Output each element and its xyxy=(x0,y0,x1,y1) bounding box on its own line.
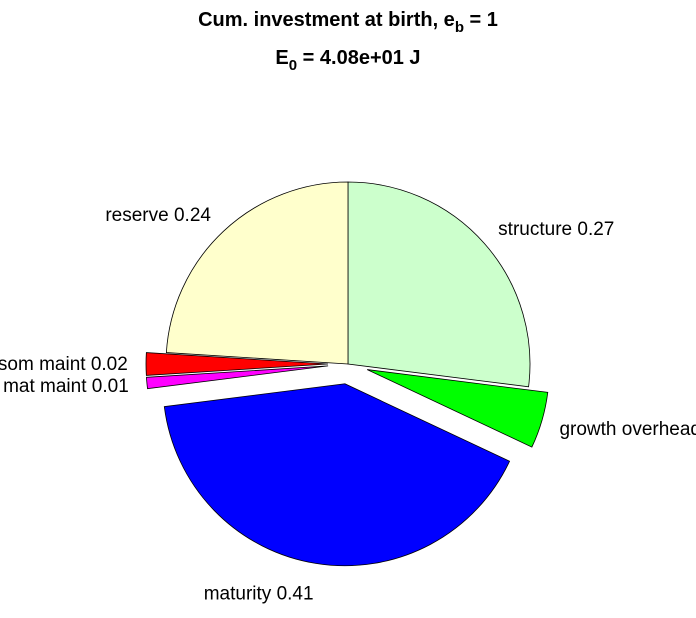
title-subscript: b xyxy=(455,19,464,36)
title-text: Cum. investment at birth, e xyxy=(198,9,455,31)
slice-label: growth overhead 0.05 xyxy=(559,419,696,440)
chart-subtitle: E0 = 4.08e+01 J xyxy=(275,47,420,74)
pie-slice xyxy=(165,181,349,365)
slice-value: 0.02 xyxy=(91,354,128,375)
subtitle-subscript: 0 xyxy=(289,57,297,74)
chart-title: Cum. investment at birth, eb = 1 xyxy=(198,9,498,36)
slice-label: som maint 0.02 xyxy=(0,354,128,375)
slice-value: 0.01 xyxy=(92,376,129,397)
slice-label: structure 0.27 xyxy=(498,219,614,240)
pie-slice xyxy=(367,369,549,448)
pie-slice xyxy=(347,181,531,388)
slice-value: 0.27 xyxy=(577,219,614,240)
subtitle-text: = 4.08e+01 J xyxy=(297,47,420,69)
slice-name: maturity xyxy=(204,583,272,604)
pie-slice xyxy=(146,365,329,390)
slice-name: growth overhead xyxy=(559,419,696,440)
slice-name: reserve xyxy=(105,205,168,226)
title-text: = 1 xyxy=(464,9,498,31)
slice-value: 0.41 xyxy=(277,583,314,604)
pie: structure 0.27 growth overhead 0.05 maturi… xyxy=(0,181,696,604)
slice-label: maturity 0.41 xyxy=(204,583,314,604)
pie-slice xyxy=(145,352,329,376)
slice-label: reserve 0.24 xyxy=(105,205,211,226)
slice-name: som maint xyxy=(0,354,86,375)
subtitle-text: E xyxy=(275,47,288,69)
slice-name: mat maint xyxy=(3,376,87,397)
slice-value: 0.24 xyxy=(174,205,211,226)
slice-name: structure xyxy=(498,219,572,240)
pie-slice xyxy=(163,383,511,567)
slice-label: mat maint 0.01 xyxy=(3,376,129,397)
